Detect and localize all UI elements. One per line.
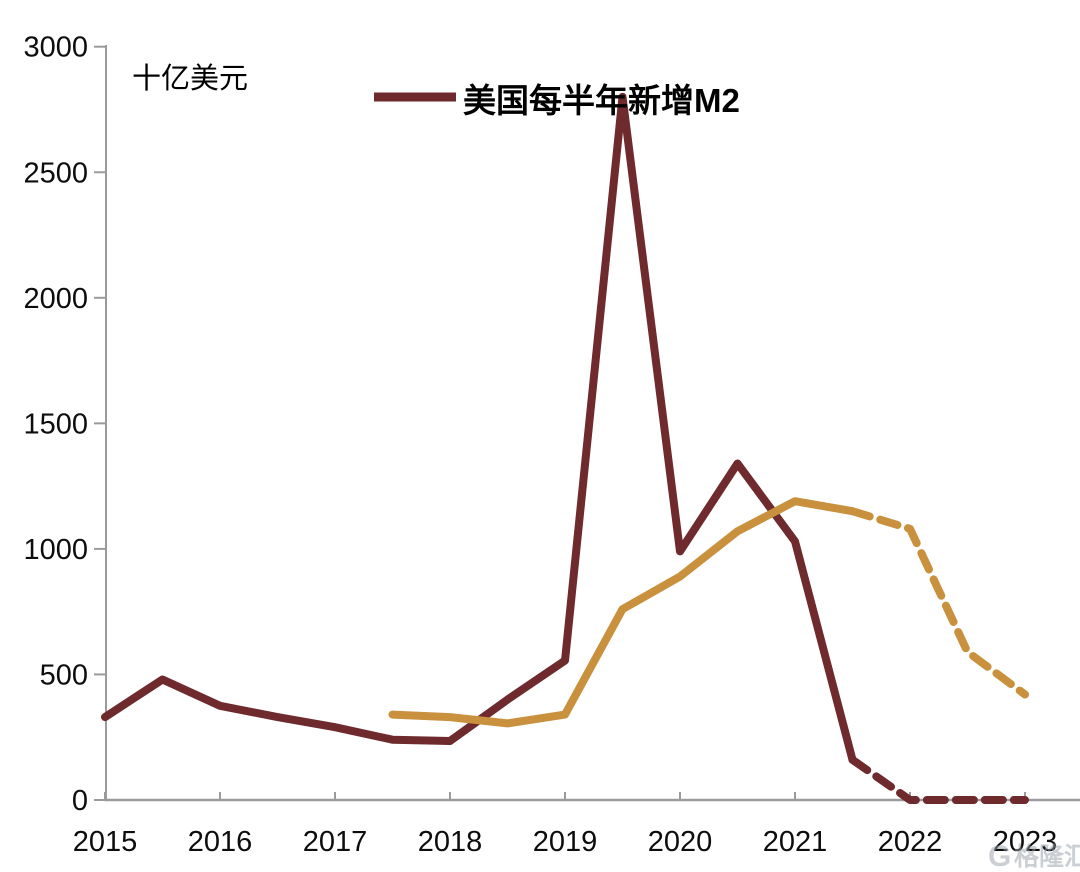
y-tick-label: 0 [72,785,88,817]
unlabeled-gold-series-dashed-line [848,507,1029,699]
watermark-text: 格隆汇 [1014,842,1080,871]
y-axis-unit-label: 十亿美元 [132,62,248,95]
x-tick-label: 2018 [418,826,483,858]
x-tick-label: 2019 [533,826,598,858]
y-tick-label: 2500 [23,157,88,189]
y-tick-label: 2000 [23,283,88,315]
legend-label: 美国每半年新增M2 [463,82,740,119]
y-tick-label: 3000 [23,32,88,64]
us-semiannual-new-m2-dashed-line [848,755,1029,804]
plot-series [101,92,1029,804]
y-tick-label: 1500 [23,408,88,440]
unlabeled-gold-series-solid-line [388,497,857,728]
axes: 0 500 1000 1500 2000 2500 3000 2015 2016 2017 2018… [23,32,1080,858]
us-semiannual-new-m2-solid-line [101,92,857,764]
y-tick-label: 1000 [23,534,88,566]
x-tick-label: 2020 [648,826,713,858]
legend: 美国每半年新增M2 [374,82,740,119]
x-tick-label: 2017 [303,826,368,858]
watermark-logo-g-icon: G [988,840,1011,872]
x-tick-label: 2016 [188,826,253,858]
watermark-gelonghui: G 格隆汇 [988,840,1080,872]
x-tick-label: 2015 [73,826,138,858]
x-tick-label: 2022 [878,826,943,858]
x-tick-label: 2023 [993,826,1058,858]
x-tick-label: 2021 [763,826,828,858]
y-tick-label: 500 [40,659,88,691]
